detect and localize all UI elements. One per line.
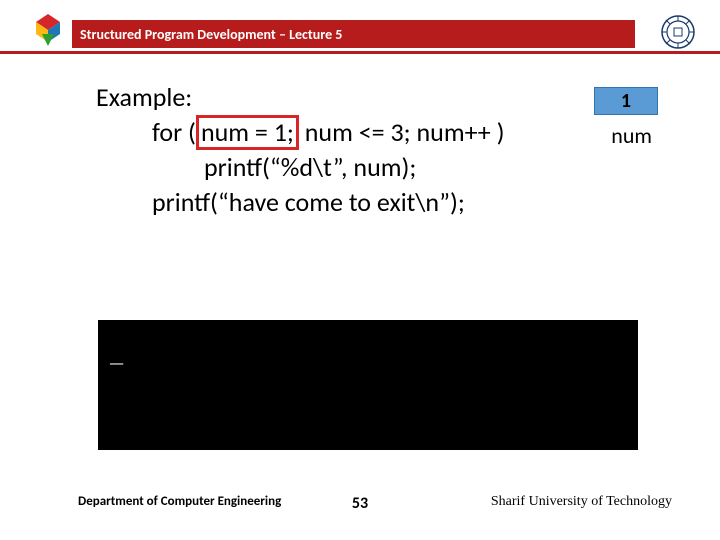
code-block: Example: for (num = 1; num <= 3; num++ )…: [0, 80, 720, 220]
terminal-output: _: [98, 320, 638, 450]
dept-logo-icon: [28, 10, 68, 50]
for-prefix: for (: [152, 116, 196, 148]
terminal-cursor: _: [110, 344, 123, 369]
code-line-2: for (num = 1; num <= 3; num++ ): [96, 115, 680, 150]
slide-header: Structured Program Development – Lecture…: [0, 0, 720, 54]
highlight-init-expression: num = 1;: [196, 115, 299, 150]
footer-department: Department of Computer Engineering: [78, 494, 281, 509]
code-line-4: printf(“have come to exit\n”);: [96, 185, 680, 220]
slide-footer: Department of Computer Engineering 53 Sh…: [0, 494, 720, 518]
lecture-title: Structured Program Development – Lecture…: [80, 26, 342, 43]
code-line-3: printf(“%d\t”, num);: [96, 150, 680, 185]
footer-university: Sharif University of Technology: [491, 494, 672, 510]
footer-page-number: 53: [352, 494, 368, 513]
code-line-1: Example:: [96, 80, 680, 115]
university-logo-icon: [660, 14, 696, 50]
for-suffix: num <= 3; num++ ): [299, 116, 505, 148]
header-bar: Structured Program Development – Lecture…: [72, 20, 635, 48]
